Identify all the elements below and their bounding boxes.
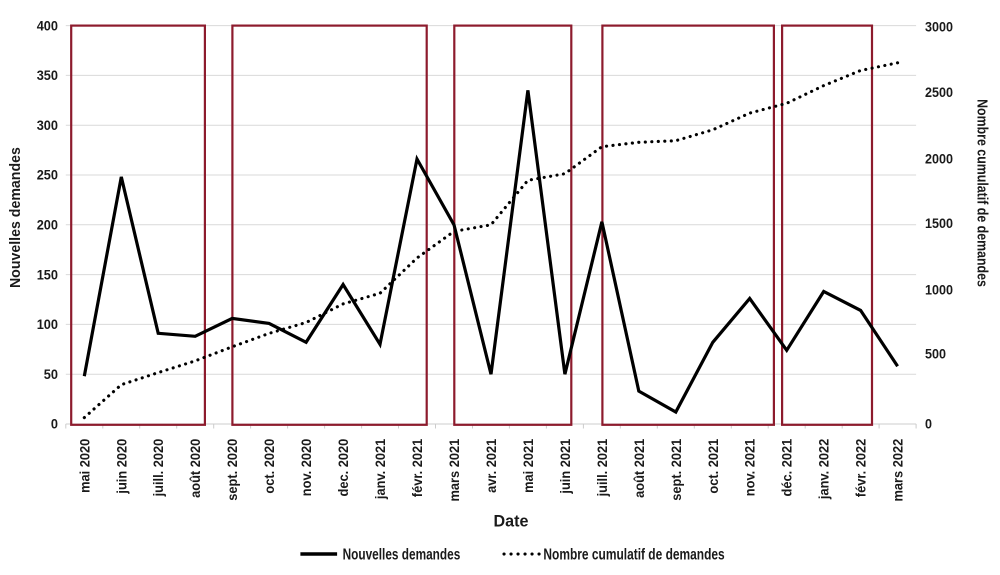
svg-text:1500: 1500	[925, 215, 953, 231]
svg-text:juill. 2021: juill. 2021	[594, 439, 610, 498]
svg-text:août 2021: août 2021	[631, 439, 647, 498]
svg-text:nov. 2021: nov. 2021	[742, 439, 758, 497]
svg-text:2000: 2000	[925, 151, 953, 167]
svg-text:100: 100	[37, 316, 58, 332]
svg-text:déc. 2021: déc. 2021	[779, 439, 795, 497]
svg-text:0: 0	[925, 416, 932, 432]
svg-text:250: 250	[37, 167, 58, 183]
svg-text:mars 2021: mars 2021	[446, 439, 462, 502]
svg-text:sept. 2020: sept. 2020	[224, 439, 240, 501]
svg-text:3000: 3000	[925, 19, 953, 35]
svg-text:janv. 2022: janv. 2022	[816, 439, 832, 501]
svg-text:juill. 2020: juill. 2020	[150, 439, 166, 498]
svg-text:oct. 2020: oct. 2020	[261, 439, 277, 494]
svg-text:mai 2021: mai 2021	[520, 439, 536, 493]
svg-text:Nombre cumulatif de demandes: Nombre cumulatif de demandes	[974, 99, 991, 287]
svg-text:Nouvelles demandes: Nouvelles demandes	[343, 546, 461, 563]
svg-text:350: 350	[37, 67, 58, 83]
svg-text:mai 2020: mai 2020	[76, 439, 92, 493]
svg-text:500: 500	[925, 345, 946, 361]
svg-text:300: 300	[37, 117, 58, 133]
svg-text:50: 50	[44, 366, 58, 382]
svg-text:juin 2020: juin 2020	[113, 439, 129, 495]
svg-text:1000: 1000	[925, 282, 953, 298]
svg-text:févr. 2022: févr. 2022	[853, 439, 869, 498]
svg-text:400: 400	[37, 17, 58, 33]
svg-text:Nouvelles demandes: Nouvelles demandes	[7, 147, 24, 288]
svg-text:2500: 2500	[925, 84, 953, 100]
svg-text:août 2020: août 2020	[187, 439, 203, 498]
svg-text:0: 0	[51, 416, 58, 432]
svg-text:dec. 2020: dec. 2020	[335, 439, 351, 497]
svg-text:févr. 2021: févr. 2021	[409, 439, 425, 498]
svg-text:avr. 2021: avr. 2021	[483, 439, 499, 493]
svg-text:sept. 2021: sept. 2021	[668, 439, 684, 501]
svg-text:150: 150	[37, 266, 58, 282]
svg-text:janv. 2021: janv. 2021	[372, 439, 388, 501]
svg-text:nov. 2020: nov. 2020	[298, 439, 314, 497]
svg-text:oct. 2021: oct. 2021	[705, 439, 721, 494]
svg-text:mars 2022: mars 2022	[890, 439, 906, 502]
svg-text:Date: Date	[494, 512, 529, 531]
svg-text:200: 200	[37, 217, 58, 233]
svg-text:Nombre cumulatif de demandes: Nombre cumulatif de demandes	[543, 546, 724, 563]
svg-text:juin 2021: juin 2021	[557, 439, 573, 495]
